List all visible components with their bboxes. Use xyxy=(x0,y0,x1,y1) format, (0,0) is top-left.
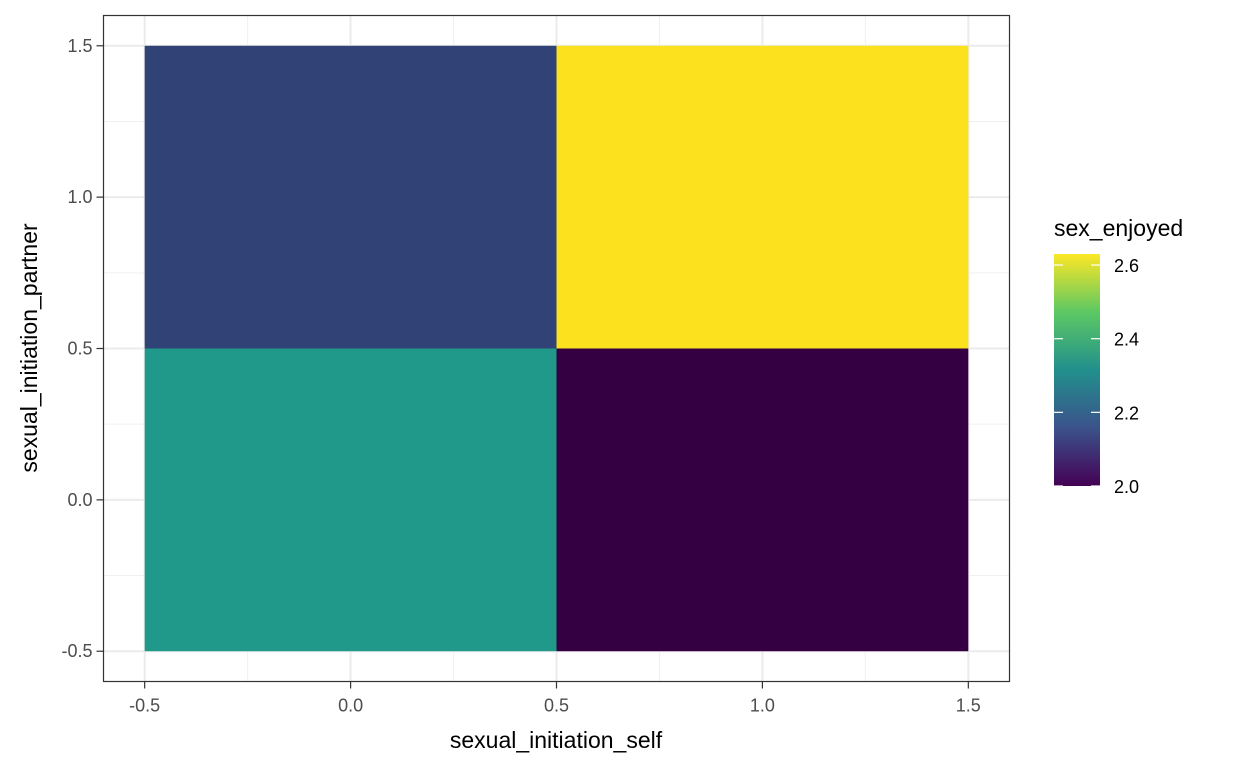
y-tick-label: 1.0 xyxy=(67,187,92,207)
x-axis-title: sexual_initiation_self xyxy=(450,727,663,753)
x-tick-label: 1.0 xyxy=(750,696,775,716)
x-tick-label: 0.5 xyxy=(544,696,569,716)
x-tick-label: 0.0 xyxy=(338,696,363,716)
y-tick-label: 1.5 xyxy=(67,36,92,56)
legend-tick-label: 2.4 xyxy=(1114,330,1139,350)
legend-ticks: 2.0 2.2 2.4 2.6 xyxy=(1054,256,1139,497)
y-axis: -0.5 0.0 0.5 1.0 1.5 xyxy=(61,36,104,661)
y-tick-label: 0.0 xyxy=(67,490,92,510)
legend-title: sex_enjoyed xyxy=(1054,215,1183,241)
legend-colorbar xyxy=(1054,254,1100,486)
legend-tick-label: 2.2 xyxy=(1114,403,1139,423)
legend-tick-label: 2.6 xyxy=(1114,256,1139,276)
x-axis: -0.5 0.0 0.5 1.0 1.5 xyxy=(129,681,981,716)
heatmap-cell xyxy=(556,45,969,349)
heatmap-cell xyxy=(144,348,557,652)
heatmap-cell xyxy=(144,45,557,349)
y-tick-label: -0.5 xyxy=(61,641,92,661)
heatmap-cells xyxy=(144,45,969,652)
x-tick-label: -0.5 xyxy=(129,696,160,716)
legend: sex_enjoyed 2.0 2.2 2.4 2.6 xyxy=(1054,215,1183,497)
y-tick-label: 0.5 xyxy=(67,339,92,359)
y-axis-title: sexual_initiation_partner xyxy=(16,223,42,473)
legend-tick-label: 2.0 xyxy=(1114,477,1139,497)
x-tick-label: 1.5 xyxy=(956,696,981,716)
heatmap-cell xyxy=(556,348,969,652)
